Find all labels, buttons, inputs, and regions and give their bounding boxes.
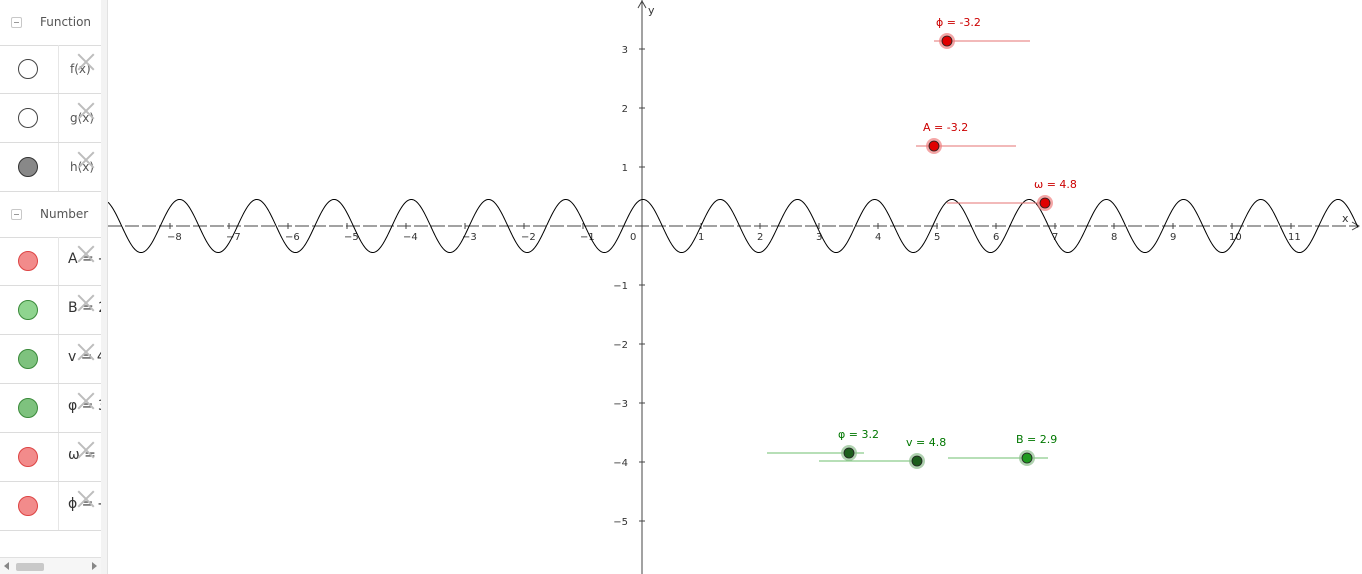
x-tick-label: −7	[226, 232, 241, 243]
delete-icon[interactable]	[77, 53, 95, 71]
delete-icon[interactable]	[77, 343, 95, 361]
x-axis-arrow-icon	[1351, 221, 1361, 231]
visibility-toggle[interactable]	[18, 300, 38, 320]
y-tick-label: −3	[613, 399, 628, 410]
x-tick-label: 9	[1170, 232, 1176, 243]
category-label: Number	[40, 207, 89, 221]
x-tick-label: −4	[403, 232, 418, 243]
x-tick-label: 2	[757, 232, 763, 243]
slider-knob[interactable]	[941, 35, 953, 47]
slider-label: ω = 4.8	[1034, 178, 1077, 191]
algebra-item-g[interactable]: g(x)	[0, 94, 101, 143]
x-tick-label: 6	[993, 232, 999, 243]
algebra-item-f[interactable]: f(x)	[0, 45, 101, 94]
collapse-icon[interactable]	[11, 17, 22, 28]
visibility-toggle[interactable]	[18, 447, 38, 467]
x-tick-label: 7	[1052, 232, 1058, 243]
slider[interactable]: B = 2.9	[948, 433, 1057, 466]
y-tick-label: −1	[613, 281, 628, 292]
category-label: Function	[40, 15, 92, 29]
algebra-view: Function f(x) g(x) h(x) Number A = - B =…	[0, 0, 102, 574]
slider-label: ϕ = -3.2	[936, 16, 981, 29]
algebra-item-varphi[interactable]: ϕ = -	[0, 482, 101, 531]
slider-knob[interactable]	[843, 447, 855, 459]
algebra-item-v[interactable]: v = 4	[0, 335, 101, 384]
x-tick-label: 8	[1111, 232, 1117, 243]
slider-label: B = 2.9	[1016, 433, 1057, 446]
visibility-toggle[interactable]	[18, 251, 38, 271]
category-number[interactable]: Number	[0, 192, 101, 238]
slider[interactable]: v = 4.8	[819, 436, 946, 469]
delete-icon[interactable]	[77, 441, 95, 459]
x-tick-label: −1	[580, 232, 595, 243]
x-tick-label: 5	[934, 232, 940, 243]
y-tick-label: −4	[613, 458, 628, 469]
y-tick-label: −5	[613, 517, 628, 528]
y-tick-label: 2	[622, 104, 628, 115]
visibility-toggle[interactable]	[18, 157, 38, 177]
y-tick-label: 1	[622, 163, 628, 174]
visibility-toggle[interactable]	[18, 349, 38, 369]
slider[interactable]: ω = 4.8	[947, 178, 1077, 211]
algebra-item-B[interactable]: B = 2	[0, 286, 101, 335]
scroll-thumb[interactable]	[16, 563, 44, 571]
y-tick-label: −2	[613, 340, 628, 351]
slider-knob[interactable]	[1021, 452, 1033, 464]
algebra-item-omega[interactable]: ω = 4	[0, 433, 101, 482]
delete-icon[interactable]	[77, 490, 95, 508]
view-splitter[interactable]	[101, 0, 108, 574]
x-tick-label: 11	[1288, 232, 1301, 243]
y-tick-label: 3	[622, 45, 628, 56]
delete-icon[interactable]	[77, 102, 95, 120]
visibility-toggle[interactable]	[18, 59, 38, 79]
visibility-toggle[interactable]	[18, 496, 38, 516]
delete-icon[interactable]	[77, 245, 95, 263]
algebra-item-phi[interactable]: φ = 3	[0, 384, 101, 433]
slider-label: φ = 3.2	[838, 428, 879, 441]
x-tick-label: −2	[521, 232, 536, 243]
slider[interactable]: ϕ = -3.2	[934, 16, 1030, 49]
x-tick-label: −6	[285, 232, 300, 243]
delete-icon[interactable]	[77, 151, 95, 169]
x-tick-label: 4	[875, 232, 881, 243]
x-tick-label: 3	[816, 232, 822, 243]
scroll-left-icon[interactable]	[4, 562, 9, 570]
scroll-right-icon[interactable]	[92, 562, 97, 570]
x-tick-label: 10	[1229, 232, 1242, 243]
visibility-toggle[interactable]	[18, 398, 38, 418]
slider[interactable]: φ = 3.2	[767, 428, 879, 461]
delete-icon[interactable]	[77, 294, 95, 312]
graphics-view[interactable]: x y −8 −7 −6 −5 −4 −3 −2 −1 0 1 2 3 4 5 6 7 8 9 10 11 3 2 1 −1 −2 −…	[108, 0, 1362, 574]
slider-label: v = 4.8	[906, 436, 946, 449]
slider-label: A = -3.2	[923, 121, 968, 134]
x-tick-label: −8	[167, 232, 182, 243]
slider-knob[interactable]	[911, 455, 923, 467]
slider-knob[interactable]	[1039, 197, 1051, 209]
slider-knob[interactable]	[928, 140, 940, 152]
algebra-item-A[interactable]: A = -	[0, 237, 101, 286]
y-axis-arrow-icon	[637, 0, 647, 9]
visibility-toggle[interactable]	[18, 108, 38, 128]
x-tick-label: −3	[462, 232, 477, 243]
function-h-graph[interactable]	[108, 198, 1359, 254]
x-tick-label: 0	[630, 232, 636, 243]
slider[interactable]: A = -3.2	[916, 121, 1016, 154]
delete-icon[interactable]	[77, 392, 95, 410]
category-function[interactable]: Function	[0, 0, 101, 46]
y-axis-label: y	[648, 4, 655, 17]
x-tick-label: −5	[344, 232, 359, 243]
x-axis-label: x	[1342, 212, 1349, 225]
horizontal-scrollbar[interactable]	[0, 557, 101, 574]
x-tick-label: 1	[698, 232, 704, 243]
collapse-icon[interactable]	[11, 209, 22, 220]
algebra-item-h[interactable]: h(x)	[0, 143, 101, 192]
